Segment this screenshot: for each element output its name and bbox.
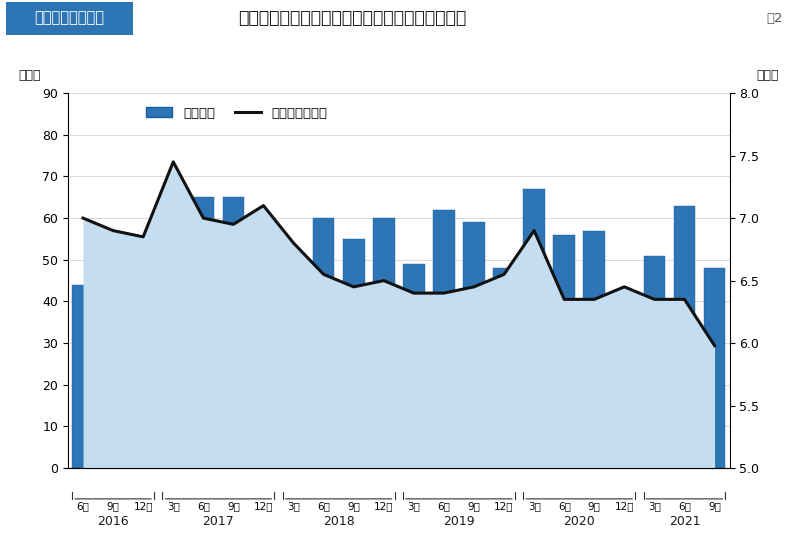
Bar (674, 206, 695, 468)
Text: 2021: 2021 (669, 515, 700, 527)
Bar (72, 285, 94, 468)
Bar (494, 268, 515, 468)
Bar (463, 222, 485, 468)
Bar (253, 268, 274, 468)
Text: 城南・城西エリア: 城南・城西エリア (34, 11, 105, 25)
Text: （件）: （件） (18, 69, 41, 82)
Bar (132, 314, 154, 468)
Text: 2017: 2017 (202, 515, 234, 527)
Bar (643, 255, 666, 468)
Bar (433, 210, 454, 468)
FancyBboxPatch shape (6, 2, 133, 35)
Text: 2016: 2016 (98, 515, 129, 527)
Bar (614, 306, 635, 468)
Bar (704, 268, 726, 468)
Bar (282, 272, 304, 468)
Bar (222, 197, 244, 468)
Text: 2019: 2019 (443, 515, 474, 527)
Bar (162, 264, 184, 468)
Text: 2020: 2020 (563, 515, 595, 527)
Legend: 成約件数, 平均成約利回り: 成約件数, 平均成約利回り (141, 101, 333, 125)
Bar (313, 218, 334, 468)
Text: 図2: 図2 (766, 12, 782, 24)
Text: （％）: （％） (757, 69, 779, 82)
Bar (193, 197, 214, 468)
Bar (373, 218, 394, 468)
Bar (554, 235, 575, 468)
Bar (523, 189, 545, 468)
Text: 四半期ごと成約件数・平均成約表面利回りの推移: 四半期ごと成約件数・平均成約表面利回りの推移 (238, 9, 466, 27)
Bar (583, 230, 605, 468)
Text: 2018: 2018 (322, 515, 354, 527)
Bar (403, 264, 425, 468)
Bar (102, 272, 124, 468)
Bar (343, 239, 365, 468)
